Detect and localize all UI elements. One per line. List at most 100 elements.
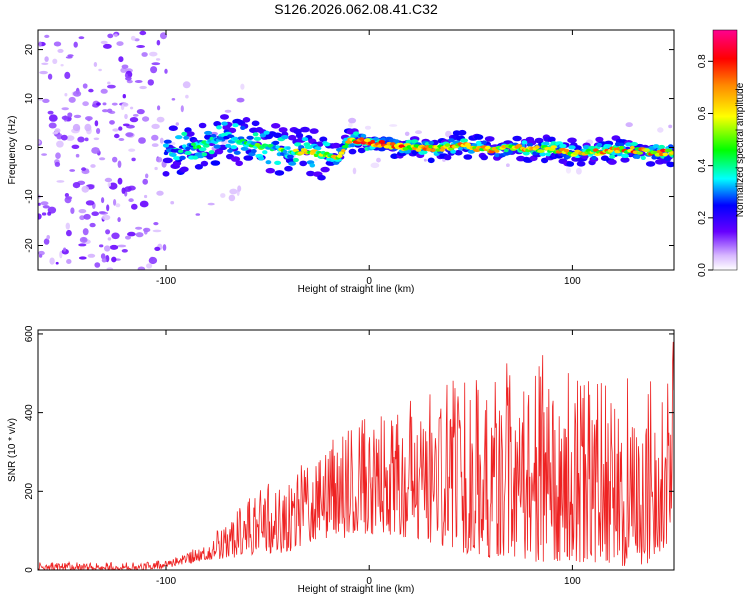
spectrogram-cell (658, 144, 665, 150)
spectrogram-cell (41, 153, 47, 156)
spectrogram-cell (100, 40, 108, 45)
spectrogram-cell (263, 130, 270, 135)
spectrogram-cell (550, 145, 557, 149)
spectrogram-cell (274, 160, 282, 165)
spectrogram-cell (237, 185, 242, 192)
spectrogram-cell (129, 117, 139, 123)
spectrogram-cell (81, 185, 90, 193)
spectrogram-cell (64, 93, 68, 97)
spectrogram-cell (559, 143, 567, 149)
spectrogram-cell (112, 128, 119, 132)
spectrogram-cell (625, 142, 633, 147)
spectrogram-cell (183, 135, 190, 140)
spectrogram-cell (102, 109, 109, 113)
spectrogram-cell (278, 127, 288, 133)
spectrogram-cell (138, 137, 146, 144)
spectrogram-cell (100, 253, 106, 260)
snr-series-line (38, 341, 674, 570)
colorbar-tick-label: 0.0 (697, 263, 708, 277)
spectrogram-cell (190, 142, 196, 147)
spectrogram-cell (567, 137, 577, 144)
spectrogram-cell (154, 166, 158, 171)
spectrogram-cell (63, 247, 67, 252)
spectrogram-cell (131, 157, 136, 162)
spectrogram-cell (294, 142, 302, 147)
spectrogram-cell (139, 85, 147, 90)
spectrogram-cell (60, 134, 68, 141)
spectrogram-cell (117, 217, 121, 223)
spectrogram-cell (232, 136, 239, 141)
spectrogram-cell (275, 145, 280, 149)
spectrogram-cell (230, 156, 241, 162)
spectrogram-cell (563, 148, 570, 153)
spectrogram-cell (132, 114, 139, 117)
spectrogram-cell (78, 256, 87, 260)
spectrogram-cell (595, 136, 604, 143)
spectrogram-cell (404, 131, 410, 136)
spectrogram-cell (443, 154, 452, 161)
spectrogram-cell (360, 133, 367, 139)
spectrogram-cell (101, 258, 107, 263)
spectrogram-cell (467, 149, 475, 154)
spectrogram-cell (314, 146, 322, 151)
spectrogram-cell (349, 143, 356, 148)
spectrogram-cell (488, 149, 495, 154)
spectrogram-cell (464, 142, 471, 147)
spectrogram-cell (208, 150, 215, 155)
spectrogram-cell (73, 114, 82, 119)
spectrogram-cell (42, 205, 50, 209)
spectrogram-cell (130, 35, 136, 41)
spectrogram-cell (213, 144, 221, 149)
spectrogram-cell (284, 165, 293, 172)
spectrogram-cell (131, 203, 138, 210)
spectrogram-cell (480, 154, 489, 161)
spectrogram-cell (109, 120, 115, 125)
spectrogram-cell (66, 229, 72, 237)
spectrogram-cell (164, 68, 168, 74)
spectrogram-cell (352, 167, 357, 175)
spectrogram-cell (101, 197, 105, 204)
spectrogram-cell (134, 80, 143, 83)
spectrogram-cell (135, 226, 143, 230)
spectrogram-cell (99, 157, 106, 161)
x-tick-label: 0 (366, 576, 372, 587)
spectrogram-cell (152, 229, 162, 233)
spectrogram-cell (124, 186, 132, 192)
spectrogram-cell (38, 250, 45, 256)
spectrogram-y-axis-label: Frequency (Hz) (7, 116, 18, 185)
spectrogram-cell (64, 71, 71, 79)
spectrogram-cell (192, 155, 199, 160)
spectrogram-cell (447, 138, 455, 143)
spectrogram-cell (122, 123, 130, 127)
spectrogram-cell (299, 160, 308, 167)
spectrogram-cell (142, 116, 150, 122)
spectrogram-cell (644, 148, 650, 152)
spectrogram-cell (348, 117, 357, 124)
spectrogram-cell (503, 148, 509, 153)
snr-panel: -100 0 100 0 200 400 600 Height of straight l… (7, 325, 675, 595)
spectrogram-cell (46, 235, 50, 240)
spectrogram-cell (370, 162, 380, 169)
spectrogram-cell (77, 136, 85, 143)
spectrogram-cell (157, 105, 161, 111)
spectrogram-cell (66, 259, 72, 264)
spectrogram-cell (652, 144, 660, 149)
spectrogram-cell (117, 244, 127, 248)
figure-title: S126.2026.062.08.41.C32 (274, 1, 438, 17)
spectrogram-cell (147, 79, 154, 86)
spectrogram-cell (125, 235, 131, 240)
spectrogram-cell (117, 177, 123, 185)
spectrogram-cell (156, 190, 164, 196)
spectrogram-cell (204, 130, 213, 136)
spectrogram-cell (591, 155, 597, 160)
spectrogram-cells (38, 30, 674, 270)
spectrogram-cell (82, 101, 89, 107)
spectrogram-cell (506, 163, 510, 167)
spectrogram-cell (82, 228, 89, 236)
spectrogram-cell (102, 102, 107, 106)
snr-x-axis-label: Height of straight line (km) (298, 584, 415, 595)
spectrogram-cell (287, 154, 294, 159)
spectrogram-cell (180, 105, 184, 113)
spectrogram-cell (56, 134, 62, 140)
spectrogram-cell (170, 201, 175, 205)
